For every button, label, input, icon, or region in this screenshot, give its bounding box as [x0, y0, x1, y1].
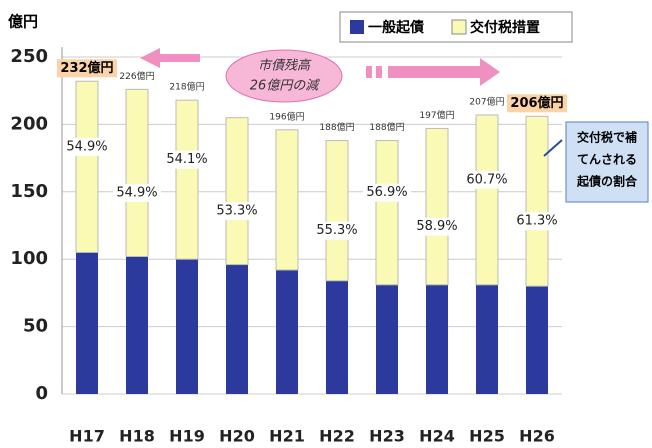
share-label: 61.3%: [516, 214, 557, 229]
bar-segment: [425, 127, 449, 286]
bar-segment: [276, 269, 298, 394]
bar-segment: [376, 284, 398, 394]
share-label-bg: [313, 221, 361, 240]
bar-segment: [226, 264, 248, 394]
x-tick-label: H22: [319, 427, 355, 446]
share-label: 55.3%: [316, 223, 357, 238]
total-label: 188億円: [319, 121, 354, 133]
bar-segment: [125, 88, 149, 258]
share-label: 60.7%: [466, 172, 507, 187]
y-axis-label: 億円: [8, 13, 38, 31]
x-tick-label: H17: [69, 427, 105, 446]
bar-segment: [175, 99, 199, 260]
x-tick-label: H25: [469, 427, 505, 446]
y-tick-label: 250: [10, 46, 48, 67]
legend-label: 一般起債: [368, 19, 424, 36]
bar-segment: [176, 259, 198, 394]
total-label: 206億円: [510, 95, 563, 111]
bar-segment: [426, 284, 448, 394]
share-label: 54.1%: [166, 152, 207, 167]
total-label-box: [507, 94, 567, 113]
share-label-bg: [463, 170, 511, 189]
x-tick-label: H21: [269, 427, 305, 446]
callout: てんされる: [577, 153, 637, 167]
bar-segment: [225, 117, 249, 266]
share-label-bg: [113, 183, 161, 202]
total-label: 226億円: [119, 70, 154, 82]
arrow: [376, 66, 382, 78]
bar-segment: [325, 140, 349, 282]
callout-box: [565, 121, 649, 203]
arrow: [140, 48, 200, 68]
bar-segment: [275, 129, 299, 271]
bar-segment: [525, 115, 549, 287]
share-label-bg: [363, 183, 411, 202]
x-tick-label: H18: [119, 427, 155, 446]
share-label-bg: [413, 217, 461, 236]
share-label: 58.9%: [416, 219, 457, 234]
share-label-bg: [213, 202, 261, 221]
annotation: 市債残高: [258, 58, 312, 74]
bar-segment: [75, 80, 99, 253]
y-tick-label: 0: [35, 383, 48, 404]
y-tick-label: 100: [10, 248, 48, 269]
bar-segment: [375, 140, 399, 286]
legend-label: 交付税措置: [470, 19, 540, 36]
x-tick-label: H20: [219, 427, 255, 446]
x-tick-label: H24: [419, 427, 455, 446]
y-tick-label: 200: [10, 113, 48, 134]
bar-segment: [76, 252, 98, 394]
bar-segment: [476, 284, 498, 394]
total-label: 207億円: [469, 95, 504, 107]
arrow: [388, 58, 500, 86]
total-label: 232億円: [60, 60, 113, 76]
callout: 起債の割合: [576, 174, 638, 189]
annotation-bubble: [225, 49, 343, 103]
legend-swatch: [451, 19, 467, 35]
share-label-bg: [63, 137, 111, 156]
bar-segment: [126, 256, 148, 394]
bar-segment: [326, 280, 348, 394]
total-label: 218億円: [169, 81, 204, 93]
y-tick-label: 50: [23, 316, 48, 337]
total-label: 197億円: [419, 109, 454, 121]
x-tick-label: H19: [169, 427, 205, 446]
share-label-bg: [513, 212, 561, 231]
bar-segment: [475, 114, 499, 286]
total-label: 196億円: [269, 110, 304, 122]
callout-pointer: [543, 139, 563, 157]
bar-segment: [526, 286, 548, 394]
share-label: 54.9%: [66, 139, 107, 154]
arrow: [366, 66, 372, 78]
total-label-box: [57, 59, 117, 78]
share-label-bg: [163, 150, 211, 169]
share-label: 54.9%: [116, 185, 157, 200]
share-label: 53.3%: [216, 204, 257, 219]
total-label: 188億円: [369, 121, 404, 133]
x-tick-label: H23: [369, 427, 405, 446]
y-tick-label: 150: [10, 181, 48, 202]
callout: 交付税で補: [577, 130, 637, 145]
annotation: 26億円の減: [250, 79, 321, 94]
legend-swatch: [350, 20, 364, 34]
share-label: 56.9%: [366, 185, 407, 200]
x-tick-label: H26: [519, 427, 555, 446]
